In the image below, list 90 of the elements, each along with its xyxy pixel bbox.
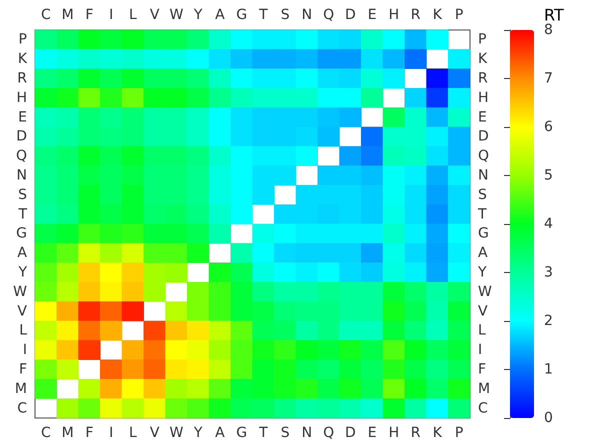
x-tick-label: D: [344, 425, 356, 441]
category-label: G: [236, 7, 248, 23]
y-tick-label: W: [13, 284, 28, 300]
x-tick-label: N: [302, 425, 312, 441]
y2-tick-label: M: [478, 380, 490, 397]
category-label: I: [109, 7, 114, 23]
x-tick-label: I: [109, 425, 114, 441]
x-tick-label: H: [388, 425, 400, 441]
y2-tick-label: W: [478, 284, 492, 300]
color-bar-label: 1: [544, 362, 553, 378]
y2-tick-label: S: [478, 186, 487, 203]
category-label: R: [410, 7, 420, 23]
y2-tick-label: R: [478, 70, 488, 86]
color-bar-label: 7: [544, 70, 553, 86]
y2-tick-label: I: [478, 342, 482, 358]
color-bar-title: RT: [544, 6, 564, 25]
x-tick-label: K: [432, 425, 443, 441]
category-label: P: [454, 7, 464, 23]
category-label: V: [150, 7, 160, 23]
y2-tick-label: E: [478, 109, 487, 126]
y-tick-label: S: [18, 186, 28, 203]
y-tick-label: E: [18, 109, 27, 126]
y-tick-label: M: [14, 380, 27, 397]
category-label: Y: [194, 7, 202, 23]
y2-tick-label: A: [478, 245, 488, 262]
category-label: A: [215, 7, 225, 23]
y2-tick-label: V: [478, 303, 488, 320]
y2-tick-label: N: [478, 168, 488, 184]
y2-tick-label: Q: [478, 148, 490, 164]
category-label: S: [280, 7, 290, 23]
color-bar-label: 2: [544, 313, 553, 329]
color-bar-label: 5: [544, 168, 553, 184]
y-tick-label: L: [19, 322, 28, 339]
y2-tick-label: C: [478, 400, 488, 416]
y-tick-label: P: [18, 32, 27, 48]
y2-tick-label: H: [478, 90, 489, 106]
y-tick-label: T: [17, 206, 28, 222]
y-tick-label: K: [18, 51, 28, 68]
y2-tick-label: D: [478, 128, 489, 145]
category-label: L: [128, 7, 137, 23]
color-bar-label: 3: [544, 264, 553, 280]
y-tick-label: G: [16, 226, 27, 242]
y2-tick-label: P: [478, 32, 486, 48]
y-tick-label: A: [17, 245, 28, 262]
y-tick-label: C: [17, 400, 28, 416]
category-label: D: [344, 7, 356, 23]
x-tick-label: M: [62, 425, 74, 441]
y-tick-label: D: [16, 128, 27, 145]
category-label: C: [40, 7, 51, 23]
x-tick-label: Y: [192, 425, 203, 441]
category-label: K: [432, 7, 442, 23]
x-tick-label: T: [258, 425, 268, 441]
category-label: T: [259, 7, 268, 23]
x-tick-label: E: [368, 425, 377, 441]
y2-tick-label: G: [478, 226, 489, 242]
y-tick-label: R: [17, 70, 28, 86]
y-tick-label: H: [16, 90, 27, 106]
y-tick-label: Y: [17, 264, 28, 280]
x-tick-label: Q: [323, 425, 334, 441]
y-tick-label: I: [22, 342, 27, 358]
x-tick-label: V: [150, 425, 160, 441]
color-bar-label: 4: [544, 216, 553, 232]
category-label: F: [85, 7, 94, 23]
y2-tick-label: T: [477, 206, 487, 222]
category-label: H: [388, 7, 400, 23]
y2-tick-label: L: [478, 322, 486, 339]
y-tick-label: V: [17, 303, 28, 320]
color-bar-label: 0: [544, 410, 553, 426]
category-label: N: [302, 7, 312, 23]
x-tick-label: W: [169, 425, 184, 441]
x-tick-label: S: [280, 425, 290, 441]
x-tick-label: C: [40, 425, 51, 441]
y-tick-label: N: [16, 168, 27, 184]
color-bar-label: 6: [544, 119, 553, 135]
y-tick-label: Q: [16, 148, 27, 164]
y-tick-label: F: [18, 362, 27, 378]
x-tick-label: F: [85, 425, 94, 441]
category-label: M: [62, 7, 74, 23]
color-bar-label: 8: [544, 22, 553, 38]
category-label: E: [368, 7, 377, 23]
category-label: Q: [323, 7, 334, 23]
x-tick-label: P: [454, 425, 464, 441]
x-tick-label: G: [236, 425, 248, 441]
y2-tick-label: Y: [477, 264, 487, 280]
x-tick-label: L: [128, 425, 137, 441]
x-tick-label: A: [215, 425, 226, 441]
y2-tick-label: F: [478, 362, 486, 378]
category-label: W: [169, 7, 184, 23]
x-tick-label: R: [410, 425, 421, 441]
y2-tick-label: K: [478, 51, 488, 68]
